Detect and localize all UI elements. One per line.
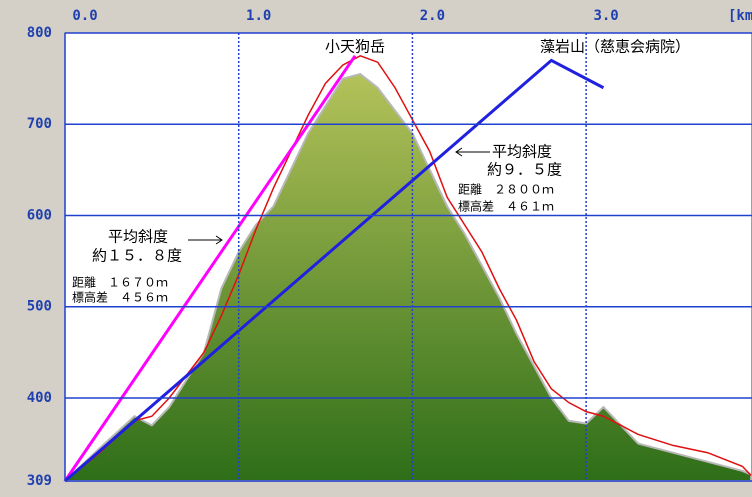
annotation: 約１５．８度 (92, 247, 182, 265)
y-tick-label: 400 (27, 390, 52, 406)
annotation: 標高差 ４６１ｍ (458, 199, 554, 214)
annotation: 標高差 ４５６ｍ (72, 290, 168, 305)
annotation: 藻岩山（慈恵会病院） (540, 38, 690, 56)
arrow-head (455, 147, 463, 157)
x-tick-label: 0.0 (72, 8, 97, 24)
y-tick-label: 800 (27, 25, 52, 41)
annotation: 約９．５度 (487, 161, 562, 179)
terrain-area (62, 72, 752, 482)
profile-line (64, 54, 752, 482)
y-tick-label: 500 (27, 299, 52, 315)
profile-line (63, 54, 357, 482)
annotation: 平均斜度 (108, 228, 168, 246)
arrow-head (215, 235, 223, 245)
x-tick-label: 1.0 (246, 8, 271, 24)
annotation: 平均斜度 (492, 143, 552, 161)
y-tick-label: 700 (27, 116, 52, 132)
y-tick-label: 309 (27, 473, 52, 489)
annotation: 距離 ２８００ｍ (458, 183, 554, 197)
x-axis-unit: [km (728, 8, 752, 24)
x-tick-label: 2.0 (420, 8, 445, 24)
x-tick-label: 3.0 (593, 8, 618, 24)
annotation: 小天狗岳 (325, 38, 385, 56)
y-tick-label: 600 (27, 207, 52, 223)
annotation: 距離 １６７０ｍ (72, 276, 168, 290)
